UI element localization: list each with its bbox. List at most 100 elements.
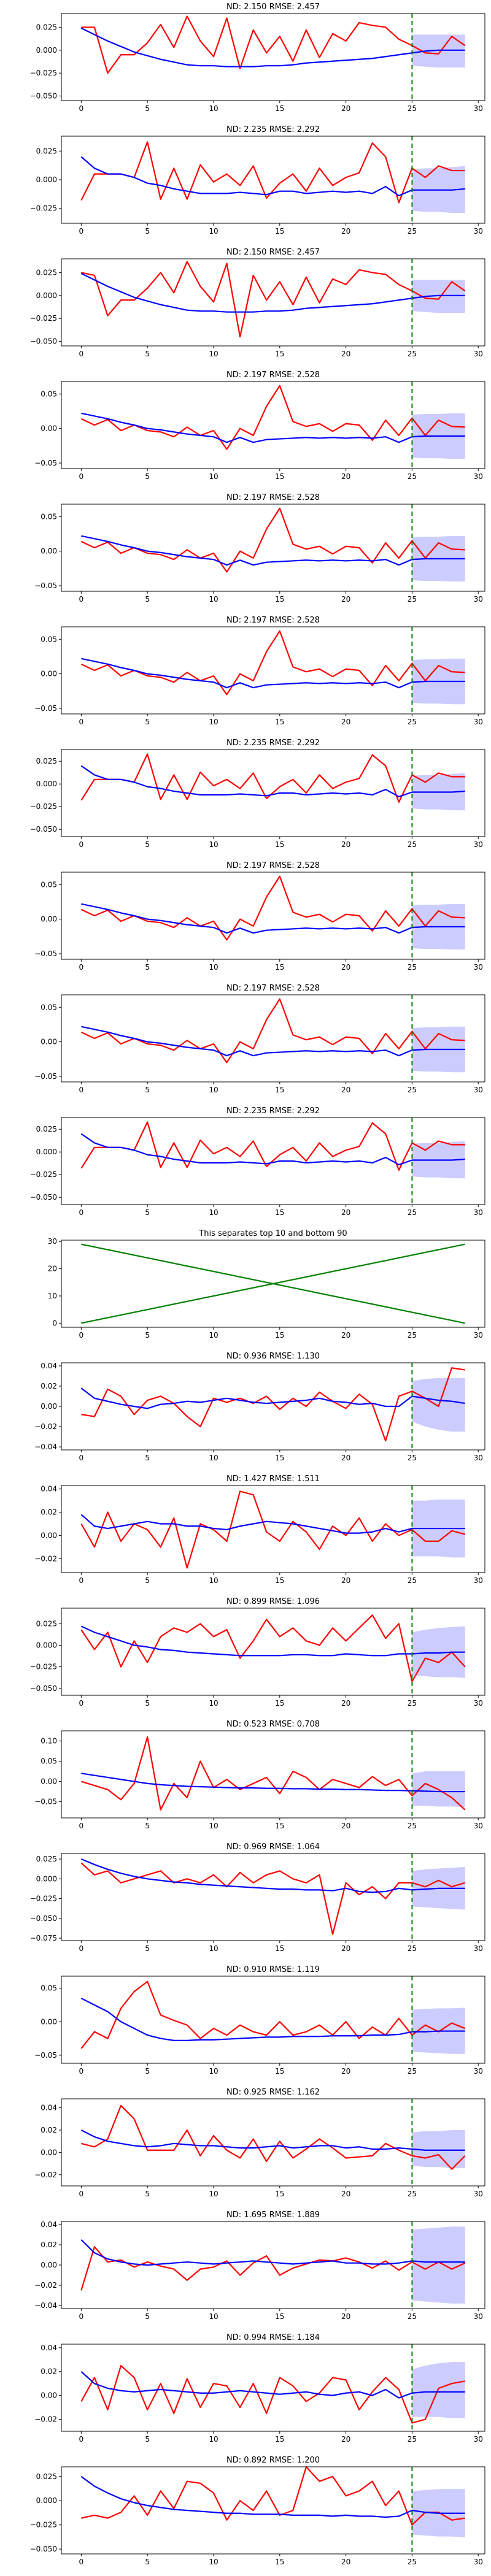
y-tick-label: 0.04: [41, 1485, 57, 1493]
chart-title: ND: 0.925 RMSE: 1.162: [226, 2088, 320, 2097]
x-tick-label: 20: [341, 1331, 350, 1340]
plot-frame: [61, 2466, 485, 2555]
y-tick-label: 0.02: [41, 2126, 57, 2134]
y-tick-label: 0.02: [41, 1508, 57, 1517]
x-tick-label: 15: [275, 1331, 284, 1340]
chart-panel-12: ND: 1.427 RMSE: 1.511 0 5 10 15 20 25 30 −0.02 0.…: [34, 1474, 485, 1585]
series-line-0: [80, 507, 465, 573]
x-tick-label: 0: [79, 1699, 84, 1708]
x-tick-label: 0: [79, 227, 84, 236]
x-tick-label: 5: [145, 472, 150, 481]
y-tick-label: 0.04: [41, 2104, 57, 2112]
chart-title: ND: 0.892 RMSE: 1.200: [226, 2456, 320, 2465]
x-tick-label: 5: [145, 227, 150, 236]
y-tick-label: 0.04: [41, 2344, 57, 2352]
x-tick-label: 0: [79, 2435, 84, 2444]
x-tick-label: 15: [275, 1944, 284, 1953]
series-line-1: [81, 535, 465, 566]
x-tick-label: 15: [275, 104, 284, 113]
x-tick-label: 30: [474, 718, 483, 726]
chart-title: ND: 0.969 RMSE: 1.064: [226, 1842, 320, 1852]
chart-panel-10: This separates top 10 and bottom 90 0 5 10 1…: [48, 1229, 485, 1340]
series-line-1: [80, 272, 465, 313]
series-line-1: [80, 765, 465, 798]
x-tick-label: 15: [275, 718, 284, 726]
chart-panel-3: ND: 2.197 RMSE: 2.528 0 5 10 15 20 25 30 −0.05 0.…: [34, 370, 485, 481]
y-tick-label: 0.025: [36, 1855, 57, 1863]
series-line-1: [81, 412, 465, 443]
plot-frame: [61, 2344, 485, 2432]
series-line-0: [81, 1367, 465, 1442]
series-line-0: [80, 1614, 466, 1682]
x-tick-label: 5: [145, 1086, 150, 1094]
y-tick-label: 0.05: [41, 512, 57, 521]
chart-title: ND: 2.197 RMSE: 2.528: [226, 370, 320, 380]
series-line-0: [80, 1862, 465, 1935]
x-tick-label: 10: [209, 350, 218, 358]
x-tick-label: 0: [79, 1576, 84, 1585]
x-tick-label: 25: [408, 1208, 417, 1217]
plot-frame: [61, 1117, 485, 1205]
x-tick-label: 0: [79, 472, 84, 481]
x-tick-label: 0: [79, 2312, 84, 2321]
x-tick-label: 25: [408, 1086, 417, 1094]
x-tick-label: 30: [474, 1331, 483, 1340]
x-tick-label: 10: [209, 1086, 218, 1094]
x-tick-label: 20: [341, 1699, 350, 1708]
y-tick-label: 0.05: [41, 1984, 57, 1993]
y-tick-label: 0.000: [36, 1148, 57, 1156]
x-tick-label: 20: [341, 472, 350, 481]
x-tick-label: 20: [341, 595, 350, 604]
y-tick-label: −0.02: [34, 2171, 57, 2179]
series-line-0: [80, 385, 465, 450]
y-tick-label: 0.000: [36, 1641, 57, 1649]
x-tick-label: 5: [145, 2558, 150, 2566]
x-tick-label: 25: [408, 104, 417, 113]
x-tick-label: 5: [145, 2435, 150, 2444]
chart-panel-9: ND: 2.235 RMSE: 2.292 0 5 10 15 20 25 30 −0.050 −…: [30, 1106, 485, 1217]
x-tick-label: 30: [474, 2558, 483, 2566]
x-tick-label: 0: [79, 104, 84, 113]
x-tick-label: 30: [474, 1822, 483, 1830]
x-tick-label: 10: [209, 963, 218, 972]
y-tick-label: 0.00: [41, 1038, 57, 1046]
x-tick-label: 0: [79, 350, 84, 358]
x-tick-label: 30: [474, 1454, 483, 1462]
x-tick-label: 5: [145, 1822, 150, 1830]
x-tick-label: 30: [474, 595, 483, 604]
x-tick-label: 5: [145, 595, 150, 604]
x-tick-label: 25: [408, 350, 417, 358]
series-line-0: [81, 15, 466, 74]
x-tick-label: 5: [145, 1331, 150, 1340]
y-tick-label: 0.025: [36, 268, 57, 277]
plot-frame: [61, 626, 485, 715]
x-tick-label: 20: [341, 1454, 350, 1462]
y-tick-label: 30: [48, 1237, 57, 1246]
series-line-1: [81, 1243, 465, 1324]
x-tick-label: 25: [408, 1454, 417, 1462]
y-tick-label: 0.025: [36, 1619, 57, 1628]
x-tick-label: 20: [341, 1208, 350, 1217]
y-tick-label: −0.02: [34, 1422, 57, 1431]
forecast-band: [412, 2226, 465, 2304]
x-tick-label: 25: [408, 2190, 417, 2198]
y-tick-label: 0.00: [41, 547, 57, 556]
x-tick-label: 15: [275, 2190, 284, 2198]
chart-panel-8: ND: 2.197 RMSE: 2.528 0 5 10 15 20 25 30 −0.05 0.…: [34, 984, 485, 1094]
x-tick-label: 15: [275, 1699, 284, 1708]
x-tick-label: 10: [209, 718, 218, 726]
y-tick-label: 0.00: [41, 1531, 57, 1539]
y-tick-label: 0.025: [36, 147, 57, 155]
y-tick-label: 20: [48, 1265, 57, 1273]
y-tick-label: 0.00: [41, 2391, 57, 2400]
y-tick-label: 0.00: [41, 915, 57, 924]
x-tick-label: 10: [209, 1454, 218, 1462]
x-tick-label: 10: [209, 104, 218, 113]
chart-panel-14: ND: 0.523 RMSE: 0.708 0 5 10 15 20 25 30 −0.05 0.…: [34, 1720, 485, 1830]
forecast-band: [412, 2362, 465, 2418]
x-tick-label: 15: [275, 2312, 284, 2321]
x-tick-label: 25: [408, 1822, 417, 1830]
y-tick-label: −0.05: [34, 1072, 57, 1081]
y-tick-label: −0.025: [30, 802, 57, 811]
